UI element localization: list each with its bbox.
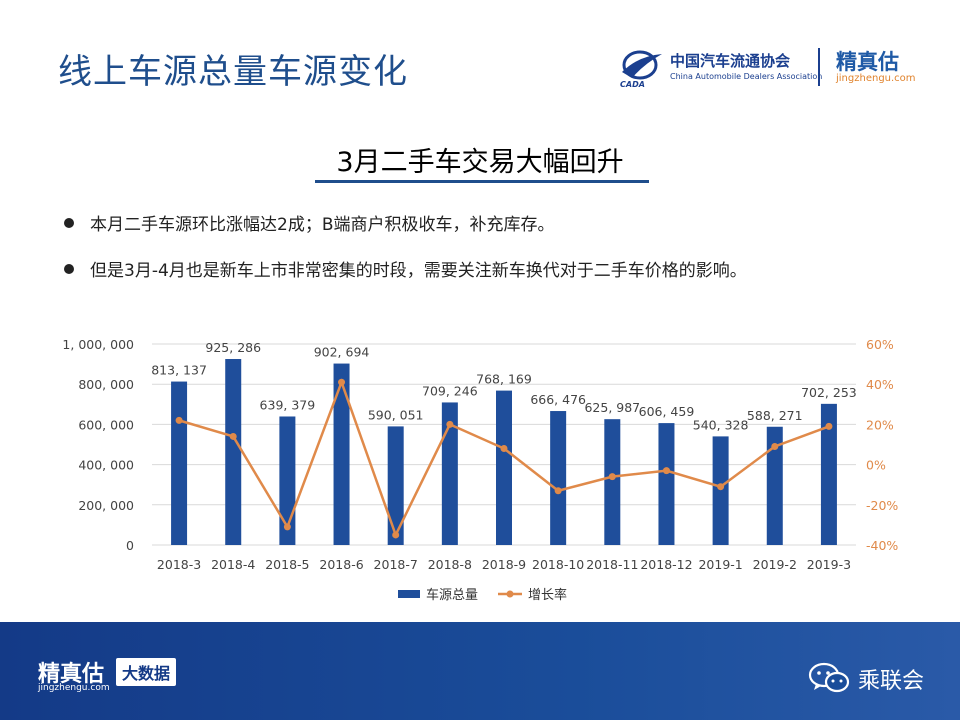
- bar-data-label: 590, 051: [368, 407, 424, 422]
- bullet-item: 但是3月-4月也是新车上市非常密集的时段，需要关注新车换代对于二手车价格的影响。: [64, 256, 747, 281]
- bar: [496, 390, 512, 545]
- y-right-tick-label: -40%: [866, 538, 898, 553]
- page-title: 线上车源总量车源变化: [58, 52, 408, 92]
- jzg-logo-url: jingzhengu.com: [836, 73, 916, 84]
- bullet-item: 本月二手车源环比涨幅达2成；B端商户积极收车，补充库存。: [64, 210, 554, 235]
- bullet-dot-icon: [64, 264, 74, 274]
- growth-rate-point: [229, 432, 237, 440]
- growth-rate-point: [771, 443, 779, 451]
- bar: [550, 411, 567, 545]
- x-tick-label: 2019-2: [753, 557, 797, 572]
- cada-name-en: China Automobile Dealers Association: [670, 72, 823, 81]
- x-tick-label: 2018-8: [428, 557, 472, 572]
- x-tick-label: 2018-9: [482, 557, 526, 572]
- bar-data-label: 902, 694: [314, 345, 370, 360]
- wechat-icon: [808, 662, 850, 693]
- bar-data-label: 639, 379: [260, 397, 316, 412]
- y-left-tick-label: 200, 000: [78, 498, 134, 513]
- bar-data-label: 702, 253: [801, 385, 857, 400]
- growth-rate-point: [175, 416, 183, 424]
- y-left-tick-label: 400, 000: [78, 458, 134, 473]
- growth-rate-point: [500, 445, 508, 453]
- growth-rate-point: [554, 487, 562, 495]
- legend-label-bars: 车源总量: [426, 587, 478, 603]
- bar-data-label: 709, 246: [422, 383, 478, 398]
- growth-rate-point: [338, 378, 346, 386]
- x-tick-label: 2018-10: [532, 557, 584, 572]
- x-tick-label: 2018-4: [211, 557, 255, 572]
- cada-logo-icon: CADA: [620, 50, 662, 88]
- bar: [333, 363, 350, 545]
- bullet-text: 本月二手车源环比涨幅达2成；B端商户积极收车，补充库存。: [90, 215, 555, 235]
- x-tick-label: 2018-7: [374, 557, 418, 572]
- combo-chart: 0 200, 000 400, 000 600, 000 800, 000 1, 000,…: [62, 337, 898, 603]
- legend-label-line: 增长率: [528, 587, 567, 603]
- bar-data-label: 625, 987: [584, 400, 640, 415]
- bar-data-label: 588, 271: [747, 408, 803, 423]
- subtitle-underline: [315, 180, 649, 183]
- chart-container: 0 200, 000 400, 000 600, 000 800, 000 1, 000,…: [0, 325, 960, 615]
- growth-rate-point: [392, 531, 400, 539]
- cada-name-cn: 中国汽车流通协会: [670, 52, 791, 70]
- y-right-tick-label: 0%: [866, 458, 886, 473]
- footer-bar: 精真估 jingzhengu.com 大数据 乘联会: [0, 622, 960, 720]
- bar: [712, 436, 729, 545]
- bullet-dot-icon: [64, 218, 74, 228]
- footer-jzg-logo: 精真估: [38, 662, 105, 687]
- bar: [658, 423, 675, 545]
- footer-bigdata-badge: 大数据: [116, 658, 177, 686]
- growth-rate-point: [446, 420, 454, 428]
- legend-swatch-line-marker: [506, 590, 514, 598]
- y-left-tick-label: 1, 000, 000: [62, 337, 134, 352]
- growth-rate-point: [608, 473, 616, 481]
- x-tick-label: 2018-11: [586, 557, 638, 572]
- bar: [820, 403, 837, 545]
- jzg-logo-text: 精真估: [836, 50, 899, 74]
- bar-data-label: 540, 328: [693, 417, 749, 432]
- svg-text:CADA: CADA: [620, 80, 645, 88]
- bar: [387, 426, 404, 545]
- footer-brand: 乘联会: [858, 669, 925, 694]
- y-right-tick-label: 40%: [866, 377, 894, 392]
- y-right-tick-label: 60%: [866, 337, 894, 352]
- y-left-tick-label: 0: [126, 538, 134, 553]
- x-tick-label: 2018-5: [265, 557, 309, 572]
- bar-data-label: 813, 137: [151, 363, 207, 378]
- logo-divider: [818, 48, 820, 86]
- bullet-text: 但是3月-4月也是新车上市非常密集的时段，需要关注新车换代对于二手车价格的影响。: [90, 261, 747, 281]
- bar: [171, 381, 188, 545]
- y-right-tick-label: -20%: [866, 498, 898, 513]
- bar-data-label: 666, 476: [530, 392, 586, 407]
- x-tick-label: 2019-3: [807, 557, 851, 572]
- bar: [604, 419, 621, 545]
- growth-rate-point: [825, 422, 833, 430]
- footer-jzg-url: jingzhengu.com: [38, 683, 110, 693]
- legend-swatch-bars: [398, 590, 420, 598]
- x-tick-label: 2019-1: [698, 557, 742, 572]
- bar-data-label: 925, 286: [205, 340, 261, 355]
- bar: [225, 359, 242, 545]
- bar-data-label: 768, 169: [476, 372, 532, 387]
- y-left-tick-label: 800, 000: [78, 377, 134, 392]
- x-tick-label: 2018-6: [319, 557, 363, 572]
- y-right-tick-label: 20%: [866, 417, 894, 432]
- growth-rate-point: [662, 467, 670, 475]
- y-left-tick-label: 600, 000: [78, 417, 134, 432]
- growth-rate-point: [717, 483, 725, 491]
- header-logos: CADA 中国汽车流通协会 China Automobile Dealers A…: [610, 44, 930, 92]
- bar-data-label: 606, 459: [639, 404, 695, 419]
- bar: [766, 426, 783, 545]
- growth-rate-point: [283, 523, 291, 531]
- x-tick-label: 2018-3: [157, 557, 201, 572]
- bar: [441, 402, 458, 545]
- x-tick-label: 2018-12: [640, 557, 692, 572]
- slide-subtitle: 3月二手车交易大幅回升: [336, 147, 624, 178]
